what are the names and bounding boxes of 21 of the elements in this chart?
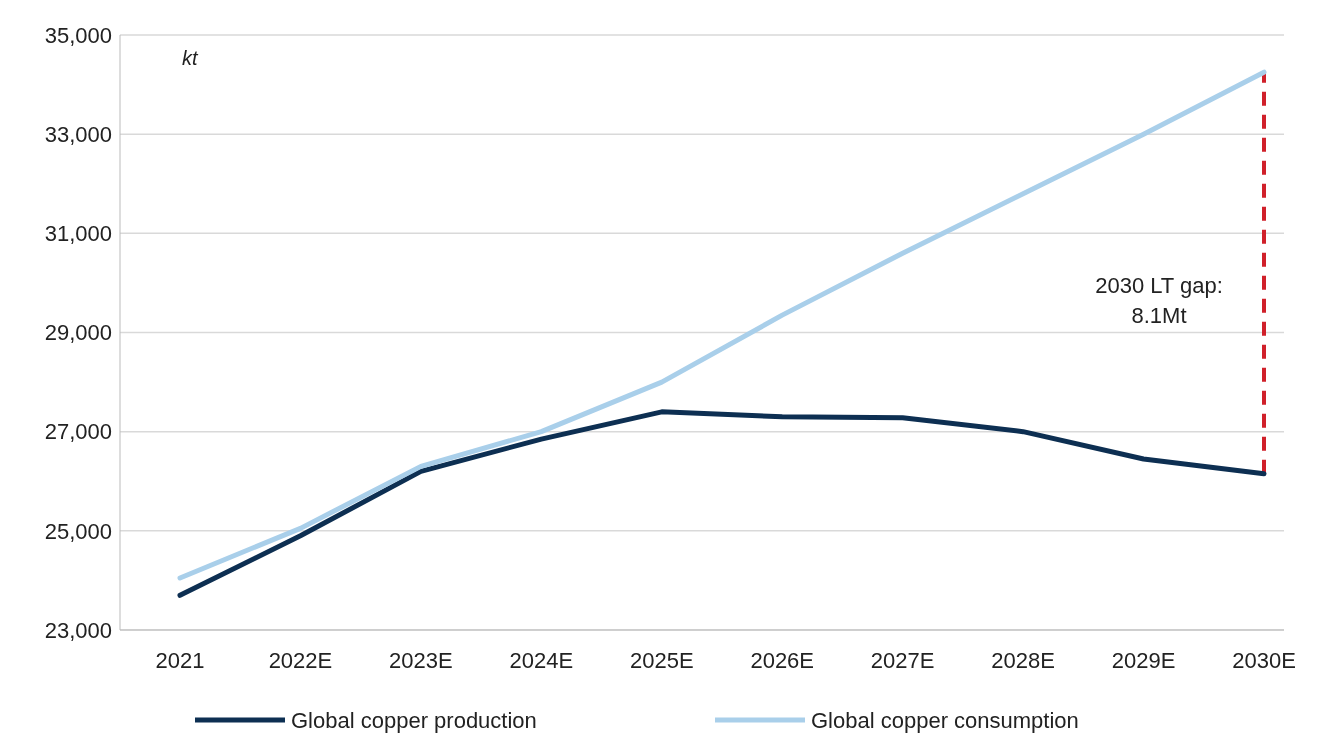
y-tick-label: 25,000 (44, 518, 112, 544)
x-tick-label: 2023E (389, 648, 453, 673)
x-tick-label: 2021 (155, 648, 205, 673)
y-tick-label: 31,000 (44, 221, 112, 247)
x-tick-label: 2025E (629, 648, 694, 673)
y-axis-title: kt (182, 47, 199, 69)
y-tick-label: 27,000 (44, 419, 112, 445)
x-tick-label: 2029E (1111, 648, 1176, 673)
x-tick-label: 2030E (1232, 648, 1296, 673)
legend-label: Global copper consumption (811, 707, 1079, 733)
x-tick-label: 2028E (991, 648, 1055, 673)
x-tick-label: 2022E (268, 648, 333, 673)
x-tick-label: 2024E (509, 648, 574, 673)
x-tick-label: 2027E (870, 648, 935, 673)
ref-line-label: 2030 LT gap: 8.1Mt (1095, 273, 1223, 329)
y-tick-label: 35,000 (44, 22, 112, 48)
y-tick-label: 33,000 (44, 121, 112, 147)
x-tick-label: 2026E (750, 648, 815, 673)
legend-label: Global copper production (291, 707, 537, 733)
y-tick-label: 23,000 (44, 617, 112, 643)
y-tick-label: 29,000 (44, 320, 112, 346)
